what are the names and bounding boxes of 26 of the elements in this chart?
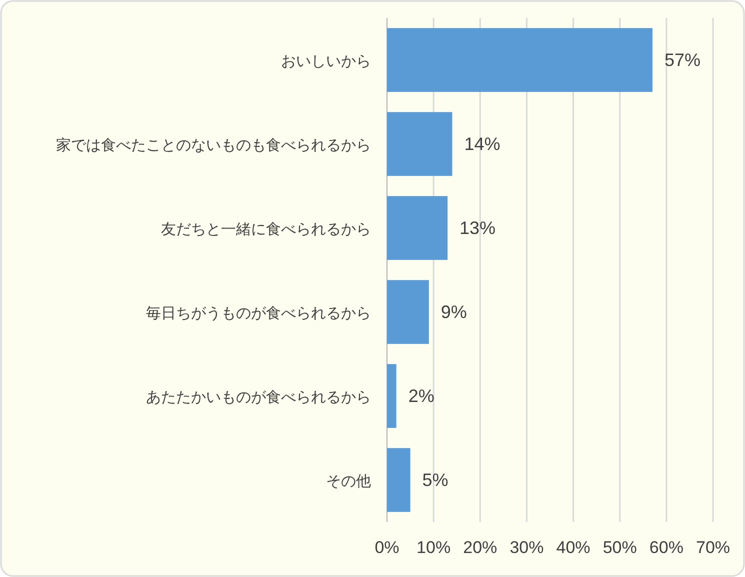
data-label: 5% [422,470,448,490]
y-tick-label: 友だちと一緒に食べられるから [161,221,371,238]
bar [387,196,448,260]
bar [387,280,429,344]
bar [387,364,396,428]
y-tick-label: 家では食べたことのないものも食べられるから [56,137,371,154]
bar [387,28,652,92]
data-label: 14% [464,134,500,154]
x-tick-label: 60% [649,538,684,557]
x-tick-label: 10% [416,538,451,557]
data-label: 13% [460,218,496,238]
x-tick-label: 70% [696,538,730,557]
x-tick-label: 0% [374,538,400,557]
x-tick-label: 50% [602,538,637,557]
data-label: 9% [440,302,467,322]
data-label: 57% [664,50,700,70]
bar [387,448,410,512]
data-label: 2% [408,386,434,406]
y-tick-label: 毎日ちがうものが食べられるから [146,305,371,322]
bar [387,112,452,176]
y-tick-label: おいしいから [281,53,371,70]
y-tick-label: あたたかいものが食べられるから [146,389,371,406]
x-tick-label: 40% [556,538,590,557]
x-tick-label: 20% [463,538,498,557]
y-tick-label: その他 [326,473,371,490]
x-tick-label: 30% [510,538,544,557]
